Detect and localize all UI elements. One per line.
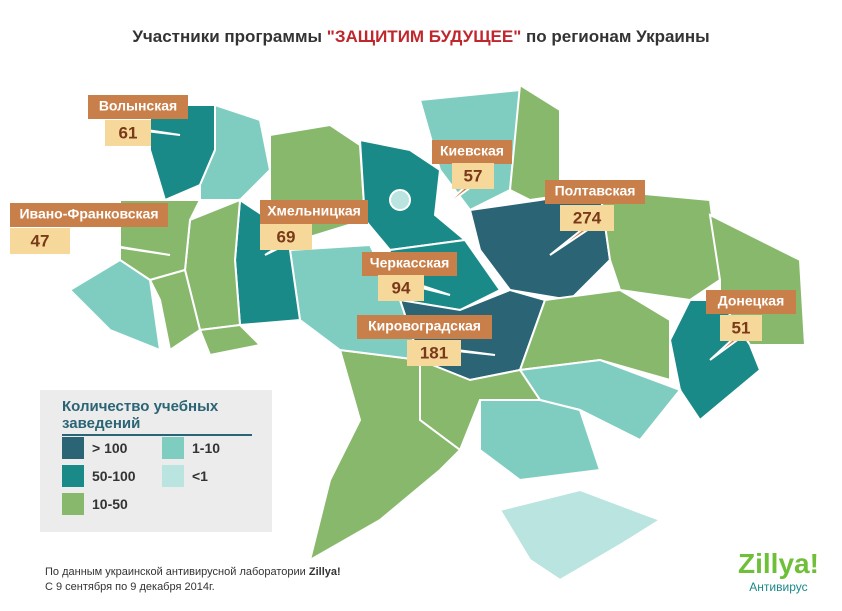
- callout-value-box: [378, 275, 424, 301]
- legend-item: <1: [162, 465, 208, 487]
- legend-item: 1-10: [162, 437, 220, 459]
- callouts: Волынская 61 Ивано-Франковская 47 Хмельницка…: [10, 95, 796, 366]
- legend-swatch: [62, 465, 84, 487]
- title: Участники программы "ЗАЩИТИМ БУДУЩЕЕ" по…: [132, 27, 709, 46]
- legend-label: 10-50: [92, 496, 128, 512]
- callout-label-box: [10, 203, 168, 227]
- callout-label-box: [362, 252, 457, 276]
- legend-title: Количество учебных заведений: [62, 398, 252, 436]
- region: [199, 103, 272, 201]
- callout-label-box: [706, 290, 796, 314]
- logo-sub: Антивирус: [749, 580, 808, 594]
- legend-swatch: [62, 493, 84, 515]
- region: [498, 488, 663, 582]
- callout-value-box: [452, 163, 494, 189]
- region-name: Донецкая: [718, 293, 785, 309]
- callout-label-box: [88, 95, 188, 119]
- region-name: Кировоградская: [368, 318, 481, 334]
- footer: По данным украинской антивирусной лабора…: [45, 565, 341, 595]
- regions: [68, 83, 807, 582]
- legend-label: > 100: [92, 440, 128, 456]
- region-name: Киевская: [440, 143, 504, 159]
- region-value: 61: [119, 123, 138, 142]
- region: [308, 348, 462, 563]
- callout-value-box: [407, 340, 461, 366]
- legend-item: 10-50: [62, 493, 128, 515]
- callout-value-box: [560, 205, 614, 231]
- region-name: Ивано-Франковская: [19, 206, 158, 222]
- logo-name: Zillya!: [738, 548, 819, 579]
- legend-label: 1-10: [192, 440, 221, 456]
- region: [358, 138, 468, 252]
- region-value: 57: [464, 166, 483, 185]
- legend-swatch: [162, 465, 184, 487]
- region: [148, 268, 202, 352]
- footer-line: С 9 сентября по 9 декабря 2014г.: [45, 581, 215, 593]
- callout-label-box: [260, 200, 368, 224]
- callout-label-box: [545, 180, 645, 204]
- legend-item: 50-100: [62, 465, 136, 487]
- region: [68, 258, 162, 352]
- footer-line: По данным украинской антивирусной лабора…: [45, 565, 341, 580]
- footer-text: По данным украинской антивирусной лабора…: [45, 566, 306, 578]
- logo: Zillya! Антивирус: [738, 548, 819, 594]
- region-value: 181: [420, 343, 448, 362]
- footer-brand: Zillya!: [308, 566, 341, 578]
- callout-value-box: [10, 228, 70, 254]
- region-value: 51: [732, 318, 751, 337]
- region-name: Хмельницкая: [267, 203, 361, 219]
- kiev-city: [389, 189, 411, 211]
- region: [198, 323, 263, 357]
- region-value: 47: [31, 231, 50, 250]
- title-highlight: "ЗАЩИТИМ БУДУЩЕЕ": [327, 27, 521, 46]
- legend-swatch: [162, 437, 184, 459]
- region-name: Полтавская: [555, 183, 636, 199]
- title-suffix: по регионам Украины: [526, 27, 710, 46]
- legend-swatch: [62, 437, 84, 459]
- legend-item: > 100: [62, 437, 127, 459]
- callout-label-box: [432, 140, 512, 164]
- legend: Количество учебных заведений > 100 1-10 50…: [40, 390, 272, 532]
- region-value: 69: [277, 227, 296, 246]
- legend-label: 50-100: [92, 468, 136, 484]
- region-value: 274: [573, 208, 602, 227]
- callout-value-box: [260, 224, 312, 250]
- region-name: Волынская: [99, 98, 177, 114]
- region-value: 94: [392, 278, 411, 297]
- region-name: Черкасская: [370, 255, 450, 271]
- callout-label-box: [357, 315, 492, 339]
- legend-label: <1: [192, 468, 208, 484]
- region: [598, 188, 722, 302]
- title-prefix: Участники программы: [132, 27, 322, 46]
- callout-value-box: [105, 120, 151, 146]
- callout-value-box: [720, 315, 762, 341]
